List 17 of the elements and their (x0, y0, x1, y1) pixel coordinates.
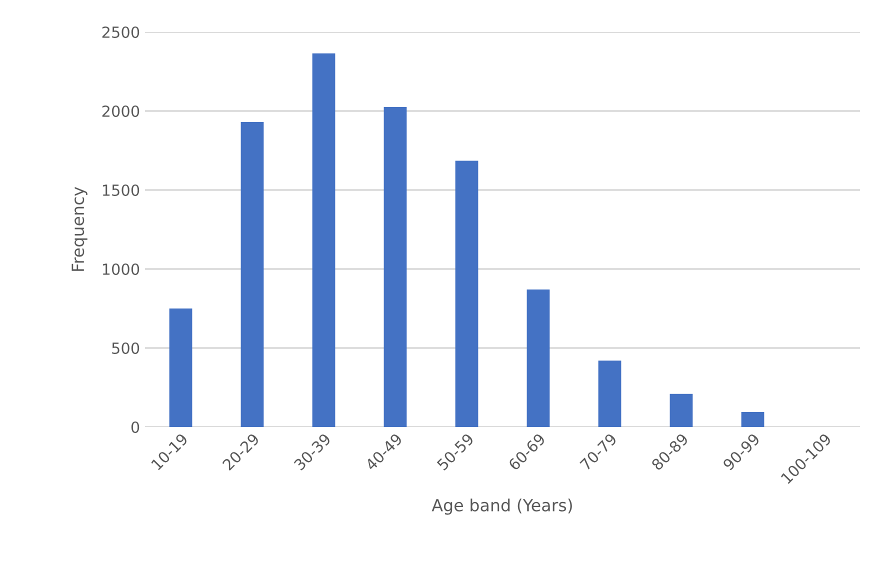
bar (670, 394, 693, 427)
y-tick-label: 0 (131, 421, 140, 434)
x-axis-title: Age band (Years) (432, 498, 572, 515)
bar (240, 122, 264, 427)
y-tick-label: 1000 (102, 263, 140, 276)
y-tick-label: 1500 (102, 184, 140, 196)
y-axis-title: Frequency (72, 186, 88, 271)
y-tick-label: 2000 (102, 105, 140, 118)
y-tick-label: 500 (112, 342, 140, 354)
bar (741, 412, 764, 427)
bar (384, 107, 407, 427)
bar (598, 360, 622, 427)
bar (169, 308, 192, 427)
bar (312, 53, 336, 427)
bar (455, 160, 478, 427)
y-tick-label: 2500 (102, 26, 140, 38)
bar (526, 290, 550, 427)
